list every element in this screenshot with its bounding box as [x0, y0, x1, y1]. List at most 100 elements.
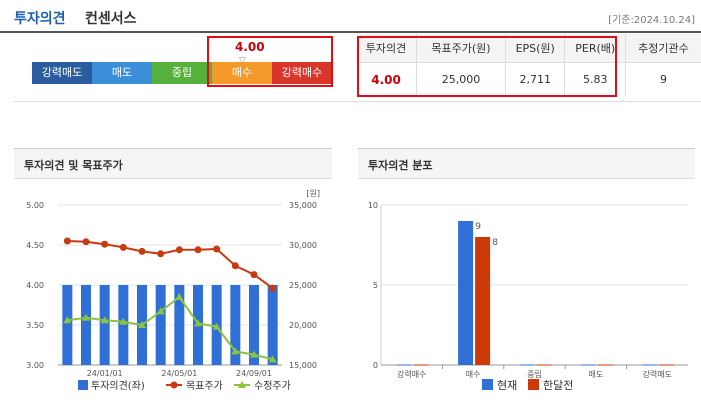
chart2-title: 투자의견 분포: [358, 149, 695, 179]
y-right-tick: 20,000: [289, 321, 317, 330]
scale-strong-buy: 강력매수: [272, 62, 332, 84]
adjusted-price-point: [100, 316, 109, 324]
opinion-bar: [81, 285, 91, 365]
x-tick: 중립: [527, 370, 542, 379]
y-right-tick: 15,000: [289, 361, 317, 370]
opinion-score: 4.00: [235, 40, 265, 54]
target-price-point: [231, 262, 239, 270]
y-left-tick: 5.00: [26, 201, 44, 210]
page-subtitle: 컨센서스: [85, 11, 137, 27]
legend-opinion: 투자의견(좌): [91, 380, 145, 392]
y-right-tick: 25,000: [289, 281, 317, 290]
adjusted-price-point: [231, 347, 240, 355]
adjusted-price-point: [194, 319, 202, 327]
legend-triangle-icon: [238, 381, 246, 388]
as-of-date: [기준:2024.10.24]: [608, 15, 695, 26]
x-tick: 24/01/01: [87, 369, 123, 378]
score-marker-icon: ▽: [239, 56, 246, 66]
distribution-bar: [458, 221, 474, 365]
opinion-price-chart: 3.00 3.50 4.00 4.50 5.00 15,000 20,000 25,000 30…: [26, 189, 320, 392]
scale-sell: 매도: [92, 62, 152, 84]
opinion-bar: [174, 285, 185, 365]
scale-neutral: 중립: [152, 62, 212, 84]
opinion-bar: [62, 285, 73, 365]
adjusted-price-point: [175, 293, 184, 300]
highlight-box-scale: [207, 36, 333, 87]
header: 투자의견 컨센서스 [기준:2024.10.24]: [0, 0, 701, 33]
distribution-bar: [475, 237, 491, 365]
opinion-bar: [230, 285, 241, 365]
page-title: 투자의견: [14, 11, 66, 27]
data-label: 9: [475, 222, 481, 232]
x-tick: 24/09/01: [236, 369, 272, 378]
td-institutions: 9: [624, 62, 701, 97]
target-price-point: [101, 240, 109, 248]
adjusted-price-point: [212, 322, 221, 330]
y-tick: 10: [368, 201, 378, 210]
adjusted-price-point: [156, 307, 165, 315]
y-tick: 0: [373, 361, 378, 370]
opinion-bar: [99, 285, 110, 365]
x-tick: 매도: [589, 370, 604, 379]
divider: [14, 101, 701, 102]
legend-target-price: 목표주가: [186, 380, 223, 392]
td-target-price: 25,000: [416, 62, 506, 97]
opinion-price-panel: 투자의견 및 목표주가 3.00 3.50 4.00 4.50 5.00 15,000 20…: [14, 148, 332, 409]
y-right-tick: 35,000: [289, 201, 317, 210]
x-tick: 강력매도: [643, 369, 672, 379]
legend-current-icon: [482, 379, 493, 390]
adjusted-price-point: [250, 350, 258, 358]
target-price-point: [269, 284, 277, 292]
target-price-point: [138, 247, 146, 255]
y-left-tick: 3.00: [26, 361, 44, 370]
legend-month-ago: 한달전: [543, 379, 573, 392]
target-price-point: [250, 271, 258, 279]
opinion-bar: [267, 285, 278, 365]
highlight-box-table: [357, 36, 617, 97]
y-tick: 5: [373, 281, 378, 290]
target-price-point: [157, 250, 165, 258]
th-eps: EPS(원): [504, 34, 565, 63]
legend-bar-icon: [78, 380, 88, 390]
scale-buy: 매수: [212, 62, 272, 84]
th-opinion: 투자의견: [356, 34, 417, 63]
target-price-point: [213, 245, 221, 253]
legend-month-ago-icon: [528, 379, 539, 390]
th-target-price: 목표주가(원): [416, 34, 506, 63]
th-institutions: 추정기관수: [624, 34, 701, 63]
target-price-line: [67, 240, 274, 290]
opinion-bar: [118, 285, 129, 365]
y-left-tick: 4.50: [26, 241, 44, 250]
legend-circle-icon: [170, 381, 178, 389]
adjusted-price-point: [268, 355, 277, 363]
y-left-tick: 4.00: [26, 281, 44, 290]
y-right-tick: 30,000: [289, 241, 317, 250]
adjusted-price-point: [63, 316, 72, 324]
target-price-point: [63, 237, 71, 245]
opinion-bar: [249, 285, 259, 365]
x-tick: 24/05/01: [161, 369, 197, 378]
td-eps: 2,711: [504, 62, 565, 97]
target-price-point: [194, 246, 202, 254]
legend-adjusted-price: 수정주가: [254, 380, 291, 392]
scale-strong-sell: 강력매도: [32, 62, 92, 84]
target-price-point: [82, 238, 90, 246]
td-opinion: 4.00: [371, 72, 401, 87]
adjusted-price-point: [82, 313, 90, 321]
x-tick: 매수: [466, 370, 481, 379]
y-left-tick: 3.50: [26, 321, 44, 330]
adjusted-price-point: [119, 317, 128, 325]
data-label: 8: [492, 238, 498, 248]
opinion-bar: [155, 285, 166, 365]
x-tick: 강력매수: [397, 369, 426, 379]
opinion-scale: 강력매도 매도 중립 매수 강력매수: [32, 62, 332, 84]
adjusted-price-line: [67, 295, 273, 361]
adjusted-price-point: [138, 321, 146, 328]
consensus-header-row: 투자의견 목표주가(원) EPS(원) PER(배) 추정기관수: [356, 34, 701, 63]
y-right-unit: [원]: [306, 189, 320, 198]
chart1-title: 투자의견 및 목표주가: [14, 149, 332, 179]
legend-current: 현재: [497, 379, 517, 392]
target-price-point: [119, 243, 127, 251]
